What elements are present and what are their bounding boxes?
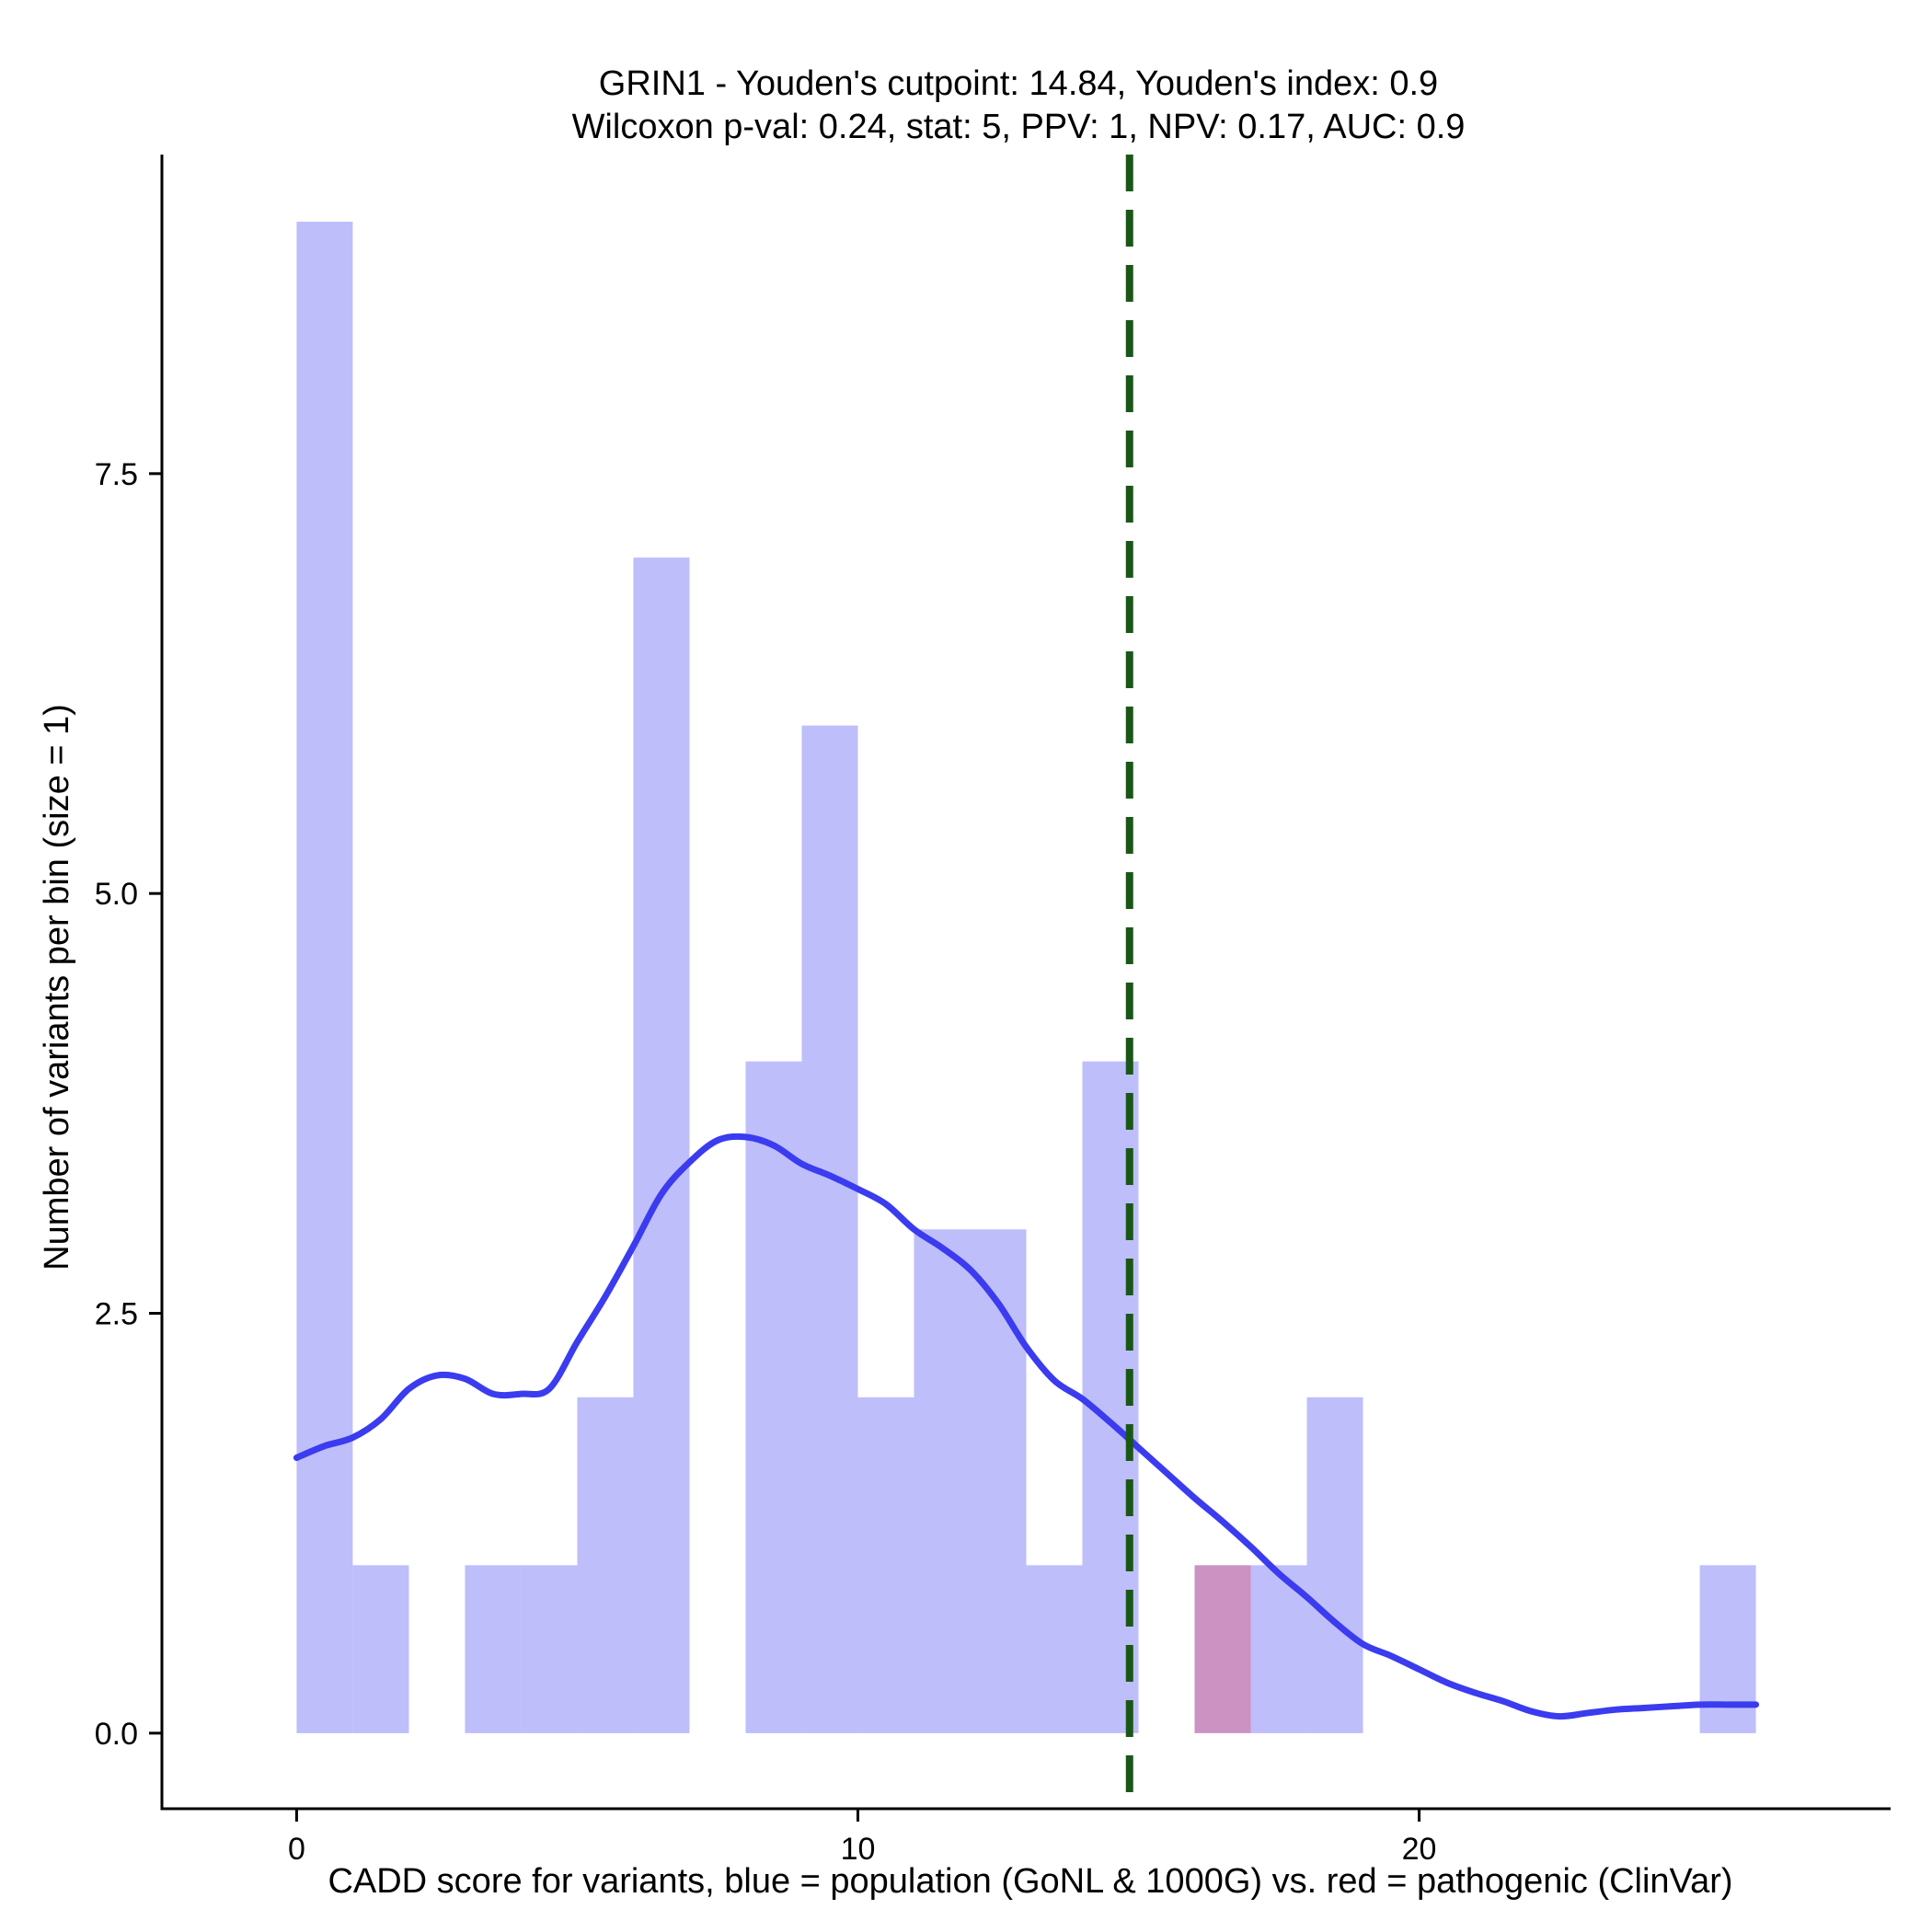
y-tick-label: 7.5 bbox=[95, 457, 138, 492]
pathogenic-bar bbox=[1194, 1565, 1251, 1733]
population-bar bbox=[801, 725, 858, 1733]
axes-layer bbox=[160, 155, 1891, 1811]
population-bar bbox=[577, 1397, 634, 1733]
population-bar bbox=[914, 1229, 971, 1733]
population-bar bbox=[1699, 1565, 1756, 1733]
x-axis-label: CADD score for variants, blue = populati… bbox=[328, 1862, 1732, 1901]
density-layer bbox=[293, 1133, 1760, 1720]
chart-subtitle: Wilcoxon p-val: 0.24, stat: 5, PPV: 1, N… bbox=[572, 108, 1466, 146]
x-tick-label: 20 bbox=[1402, 1832, 1437, 1867]
y-tick-label: 2.5 bbox=[95, 1297, 138, 1332]
population-bar bbox=[1026, 1565, 1083, 1733]
population-bar bbox=[296, 222, 353, 1733]
y-tick-label: 5.0 bbox=[95, 877, 138, 912]
chart-title: GRIN1 - Youden's cutpoint: 14.84, Youden… bbox=[599, 64, 1438, 103]
population-bar bbox=[1306, 1397, 1363, 1733]
y-axis-label: Number of variants per bin (size = 1) bbox=[38, 704, 76, 1271]
x-tick-label: 0 bbox=[288, 1832, 305, 1867]
population-bar bbox=[857, 1397, 914, 1733]
bars-layer bbox=[296, 222, 1756, 1733]
population-bar bbox=[745, 1061, 802, 1733]
ticks-layer: 0 10 20 0.0 2.5 5.0 7.5 bbox=[95, 457, 1437, 1867]
density-curve bbox=[293, 1133, 1760, 1720]
population-bar bbox=[970, 1229, 1027, 1733]
population-bar bbox=[465, 1565, 522, 1733]
x-tick-label: 10 bbox=[841, 1832, 876, 1867]
y-tick-label: 0.0 bbox=[95, 1717, 138, 1752]
population-bar bbox=[521, 1565, 578, 1733]
population-bar bbox=[633, 558, 690, 1733]
population-bar bbox=[352, 1565, 409, 1733]
